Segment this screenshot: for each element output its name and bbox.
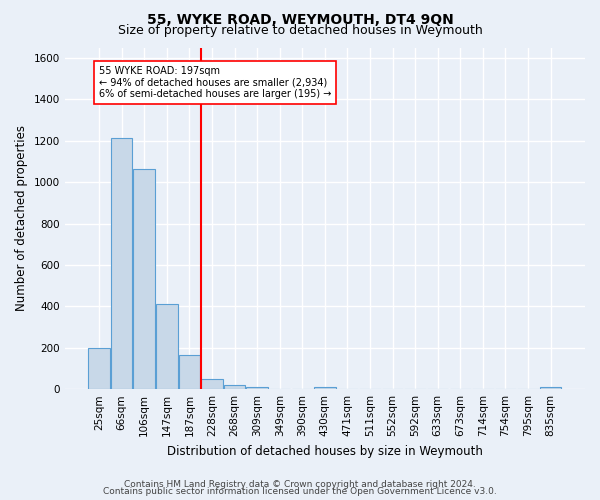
Text: Contains public sector information licensed under the Open Government Licence v3: Contains public sector information licen… — [103, 487, 497, 496]
Bar — [156, 304, 178, 389]
Y-axis label: Number of detached properties: Number of detached properties — [15, 126, 28, 312]
Text: 55, WYKE ROAD, WEYMOUTH, DT4 9QN: 55, WYKE ROAD, WEYMOUTH, DT4 9QN — [146, 12, 454, 26]
X-axis label: Distribution of detached houses by size in Weymouth: Distribution of detached houses by size … — [167, 444, 483, 458]
Text: 55 WYKE ROAD: 197sqm
← 94% of detached houses are smaller (2,934)
6% of semi-det: 55 WYKE ROAD: 197sqm ← 94% of detached h… — [99, 66, 331, 100]
Bar — [133, 168, 155, 389]
Text: Contains HM Land Registry data © Crown copyright and database right 2024.: Contains HM Land Registry data © Crown c… — [124, 480, 476, 489]
Bar — [88, 348, 110, 389]
Bar — [201, 379, 223, 389]
Bar — [314, 387, 335, 389]
Bar — [111, 138, 133, 389]
Bar — [247, 386, 268, 389]
Bar — [224, 384, 245, 389]
Text: Size of property relative to detached houses in Weymouth: Size of property relative to detached ho… — [118, 24, 482, 37]
Bar — [540, 387, 562, 389]
Bar — [179, 355, 200, 389]
